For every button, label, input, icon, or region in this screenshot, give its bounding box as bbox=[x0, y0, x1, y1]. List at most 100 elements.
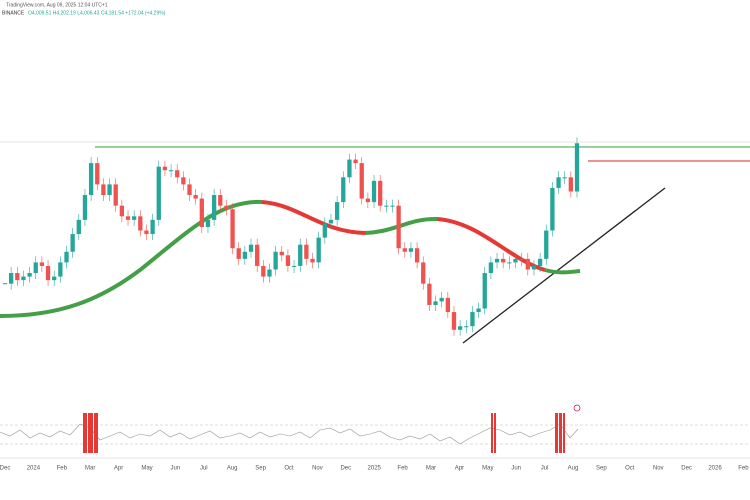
candle bbox=[144, 230, 149, 235]
candle bbox=[328, 219, 334, 224]
candle bbox=[119, 205, 125, 217]
signal-bar bbox=[559, 413, 562, 453]
candle bbox=[531, 265, 537, 270]
candle bbox=[199, 198, 204, 227]
x-tick-label: 2024 bbox=[27, 466, 41, 472]
candle bbox=[150, 219, 155, 235]
candle bbox=[421, 262, 426, 284]
candle bbox=[156, 166, 161, 220]
candle bbox=[519, 258, 524, 260]
x-tick-label: 2026 bbox=[708, 466, 722, 472]
symbol-label: BINANCE bbox=[2, 10, 25, 16]
candle bbox=[384, 205, 389, 207]
candle bbox=[568, 177, 574, 192]
x-tick-label: Dec bbox=[681, 466, 692, 472]
candle bbox=[64, 251, 69, 263]
candle bbox=[341, 177, 346, 203]
candle bbox=[556, 177, 561, 188]
candle bbox=[21, 276, 26, 281]
alert-icon bbox=[573, 404, 581, 412]
candle bbox=[138, 216, 143, 231]
x-tick-label: Jul bbox=[541, 466, 549, 472]
candle bbox=[125, 216, 131, 220]
candle bbox=[501, 258, 506, 263]
x-tick-label: Aug bbox=[227, 466, 238, 472]
x-tick-label: Feb bbox=[57, 466, 68, 472]
candle bbox=[513, 258, 518, 263]
candle bbox=[187, 184, 192, 196]
candle bbox=[378, 180, 383, 206]
candle bbox=[347, 159, 352, 178]
candle bbox=[58, 262, 63, 277]
candle bbox=[476, 308, 481, 313]
signal-bar bbox=[494, 413, 496, 453]
candle bbox=[255, 244, 260, 266]
candle bbox=[494, 258, 500, 263]
candle bbox=[285, 255, 291, 266]
candle bbox=[574, 143, 580, 192]
candle bbox=[33, 262, 38, 274]
candle bbox=[52, 276, 57, 281]
candle bbox=[396, 205, 401, 249]
candle bbox=[525, 258, 530, 270]
x-tick-label: May bbox=[141, 466, 152, 472]
x-tick-label: Jul bbox=[200, 466, 208, 472]
ma-up bbox=[544, 268, 581, 275]
x-tick-label: Sep bbox=[255, 466, 266, 472]
signal-bar bbox=[491, 413, 493, 453]
x-tick-label: 2025 bbox=[368, 466, 382, 472]
candle bbox=[70, 234, 75, 252]
candle bbox=[414, 248, 420, 263]
candle bbox=[279, 251, 284, 256]
candle bbox=[267, 269, 272, 277]
x-tick-label: Aug bbox=[568, 466, 579, 472]
x-tick-label: Sep bbox=[596, 466, 607, 472]
x-tick-label: Feb bbox=[397, 466, 408, 472]
ma-down bbox=[436, 217, 546, 272]
candle bbox=[248, 244, 254, 252]
x-tick-label: Apr bbox=[114, 466, 123, 472]
candle bbox=[445, 297, 450, 313]
candle bbox=[211, 195, 217, 220]
candle bbox=[291, 265, 297, 267]
x-tick-label: Mar bbox=[85, 466, 95, 472]
candle bbox=[390, 205, 395, 207]
x-tick-label: Nov bbox=[653, 466, 664, 472]
candle bbox=[371, 180, 377, 203]
candle bbox=[273, 251, 278, 270]
signal-bar bbox=[88, 413, 93, 453]
candle bbox=[224, 205, 229, 210]
candle bbox=[457, 326, 463, 330]
candle bbox=[298, 244, 303, 266]
x-tick-label: Oct bbox=[284, 466, 294, 472]
candle bbox=[218, 195, 223, 206]
candle bbox=[470, 312, 475, 327]
x-tick-label: Oct bbox=[625, 466, 635, 472]
candle bbox=[88, 163, 94, 196]
candle bbox=[408, 248, 414, 252]
candle bbox=[464, 326, 469, 328]
candle bbox=[205, 219, 211, 227]
candle bbox=[353, 159, 358, 164]
candle bbox=[242, 251, 248, 259]
x-tick-label: Apr bbox=[455, 466, 464, 472]
x-tick-label: Nov bbox=[312, 466, 323, 472]
ma-up bbox=[0, 199, 263, 318]
ma-down bbox=[261, 200, 366, 235]
candle bbox=[82, 195, 88, 220]
candle bbox=[427, 283, 432, 305]
x-tick-label: Feb bbox=[738, 466, 749, 472]
candle bbox=[402, 248, 407, 252]
candle bbox=[304, 244, 309, 259]
candle bbox=[2, 283, 8, 285]
candle bbox=[45, 265, 51, 281]
candle bbox=[193, 195, 198, 199]
candle bbox=[8, 273, 14, 284]
candle bbox=[132, 216, 137, 220]
signal-bar bbox=[563, 413, 565, 453]
candle bbox=[544, 230, 549, 259]
candle bbox=[76, 219, 81, 235]
candle bbox=[27, 273, 32, 277]
candle bbox=[310, 258, 315, 263]
